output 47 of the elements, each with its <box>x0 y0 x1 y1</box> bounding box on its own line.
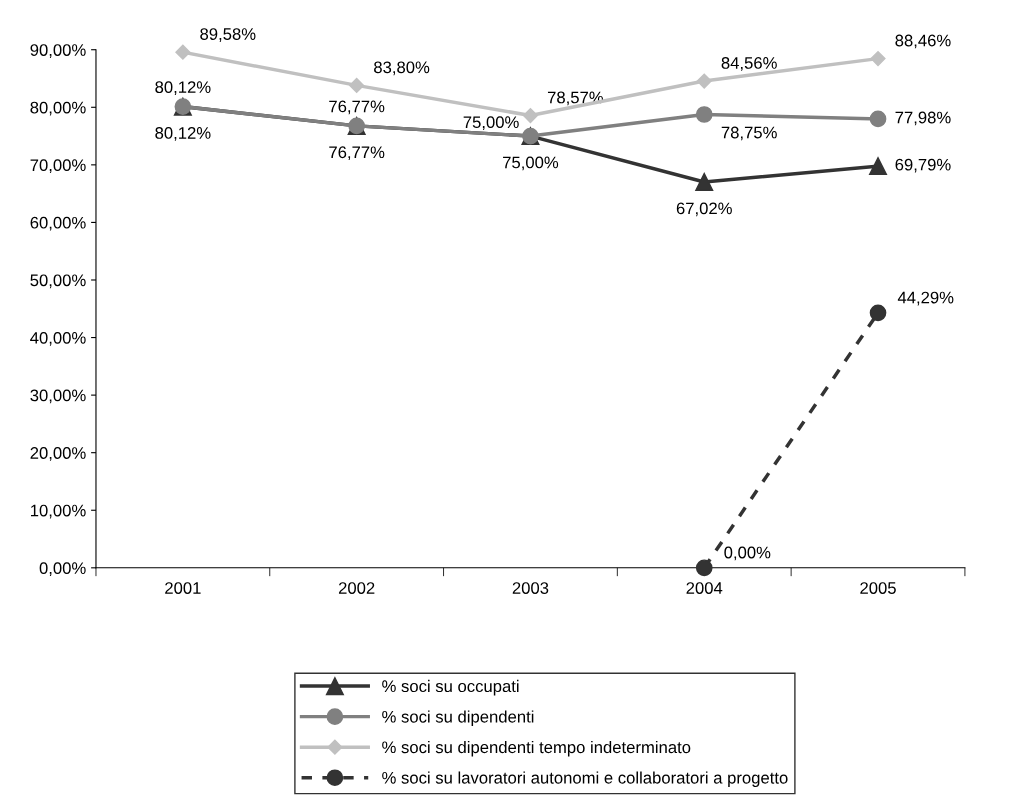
y-tick-label: 20,00% <box>30 447 86 461</box>
data-label: 76,77% <box>329 146 385 161</box>
data-label: 83,80% <box>374 61 430 76</box>
y-tick-label: 40,00% <box>30 331 86 346</box>
data-label: 75,00% <box>463 116 519 131</box>
data-label: 88,46% <box>895 34 951 49</box>
legend-label: % soci su dipendenti tempo indeterminato <box>382 740 691 757</box>
legend-label: % soci su dipendenti <box>382 710 534 726</box>
data-label: 84,56% <box>721 57 777 71</box>
point <box>695 559 713 577</box>
data-label: 78,57% <box>547 91 604 106</box>
point <box>696 73 712 89</box>
data-label: 80,12% <box>155 127 211 141</box>
y-tick-label: 80,00% <box>30 101 86 116</box>
data-label: 0,00% <box>724 546 771 561</box>
point <box>695 106 713 123</box>
x-tick-label: 2002 <box>338 582 375 594</box>
y-tick-label: 50,00% <box>30 274 86 289</box>
point <box>349 77 365 93</box>
point <box>175 44 191 60</box>
x-tick-label: 2003 <box>512 582 549 594</box>
legend-label: % soci su occupati <box>382 679 519 696</box>
point <box>522 107 539 124</box>
data-label: 89,58% <box>200 28 256 42</box>
x-tick-label: 2005 <box>860 582 896 594</box>
point <box>869 110 887 128</box>
data-label: 80,12% <box>155 81 211 95</box>
x-tick-label: 2001 <box>165 582 201 594</box>
y-tick-label: 30,00% <box>30 389 86 404</box>
y-tick-label: 90,00% <box>30 44 86 58</box>
data-label: 75,00% <box>503 156 559 171</box>
data-label: 76,77% <box>329 100 385 115</box>
point <box>868 157 888 176</box>
data-label: 77,98% <box>895 111 951 126</box>
legend-label: % soci su lavoratori autonomi e collaboratori a progetto <box>382 771 788 787</box>
x-tick-label: 2004 <box>686 582 723 594</box>
point <box>870 51 886 67</box>
y-tick-label: 60,00% <box>30 216 86 231</box>
data-label: 67,02% <box>676 202 732 217</box>
y-tick-label: 0,00% <box>39 562 86 576</box>
data-label: 78,75% <box>721 126 777 141</box>
y-tick-label: 70,00% <box>30 159 86 174</box>
data-label: 44,29% <box>897 291 954 306</box>
point <box>869 304 887 322</box>
point <box>695 172 714 192</box>
y-tick-label: 10,00% <box>31 504 86 519</box>
data-label: 69,79% <box>895 158 951 173</box>
